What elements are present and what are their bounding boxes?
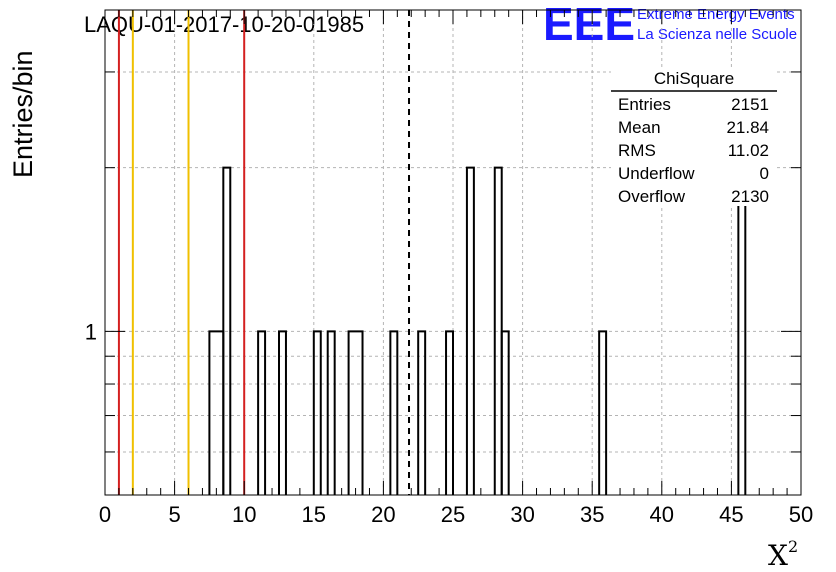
histogram-bin (222, 166, 232, 495)
histogram-bin (389, 330, 399, 495)
stats-row-value: 21.84 (726, 118, 769, 137)
histogram-bin (500, 330, 510, 495)
x-axis-label-superscript: 2 (788, 537, 798, 556)
x-tick-labels: 0 5 10 15 20 25 30 35 40 45 50 (99, 502, 813, 527)
histogram-bin (312, 330, 322, 495)
eee-logo-mark: EEE (543, 0, 635, 50)
x-tick-label: 35 (580, 502, 604, 527)
x-axis-label-base: X (768, 539, 788, 572)
eee-logo-line2: La Scienza nelle Scuole (637, 26, 797, 43)
x-tick-label: 40 (650, 502, 674, 527)
reference-lines (117, 10, 411, 495)
stats-row-value: 2130 (731, 187, 769, 206)
histogram-bin (445, 330, 454, 495)
histogram (208, 166, 747, 495)
histogram-bin (257, 330, 267, 495)
x-tick-label: 25 (441, 502, 465, 527)
x-tick-label: 45 (719, 502, 743, 527)
eee-logo-line1: Extreme Energy Events (637, 6, 795, 23)
y-tick-label: 1 (85, 319, 97, 344)
chart-title: LAQU-01-2017-10-20-01985 (84, 12, 364, 37)
y-tick-labels: 1 (85, 319, 97, 344)
eee-logo: EEE Extreme Energy Events La Scienza nel… (543, 0, 797, 50)
histogram-bin (347, 330, 364, 495)
histogram-bin (417, 330, 427, 495)
histogram-bin (465, 166, 475, 495)
x-axis-label: X2 (768, 537, 798, 572)
x-tick-label: 0 (99, 502, 111, 527)
x-tick-label: 5 (168, 502, 180, 527)
histogram-bin (598, 330, 608, 495)
stats-box-rows: Entries 2151 Mean 21.84 RMS 11.02 Underflow 0 Ov… (618, 95, 769, 206)
x-tick-label: 10 (232, 502, 256, 527)
x-tick-label: 20 (371, 502, 395, 527)
x-tick-label: 15 (302, 502, 326, 527)
stats-box: ChiSquare Entries 2151 Mean 21.84 RMS 11.02 Un… (611, 68, 777, 206)
x-tick-label: 30 (510, 502, 534, 527)
y-axis-label: Entries/bin (8, 50, 38, 178)
stats-row-label: Underflow (618, 164, 695, 183)
stats-row-label: Overflow (618, 187, 686, 206)
stats-row-value: 11.02 (728, 141, 769, 160)
stats-box-title: ChiSquare (654, 69, 734, 88)
axis-ticks (104, 10, 802, 495)
stats-row-value: 2151 (731, 95, 769, 114)
stats-row-label: Mean (618, 118, 661, 137)
stats-row-value: 0 (760, 164, 769, 183)
stats-box-background (611, 68, 777, 206)
histogram-bin (326, 330, 336, 495)
stats-row-label: Entries (618, 95, 671, 114)
histogram-bin (278, 330, 287, 495)
x-tick-label: 50 (789, 502, 813, 527)
stats-row-label: RMS (618, 141, 656, 160)
